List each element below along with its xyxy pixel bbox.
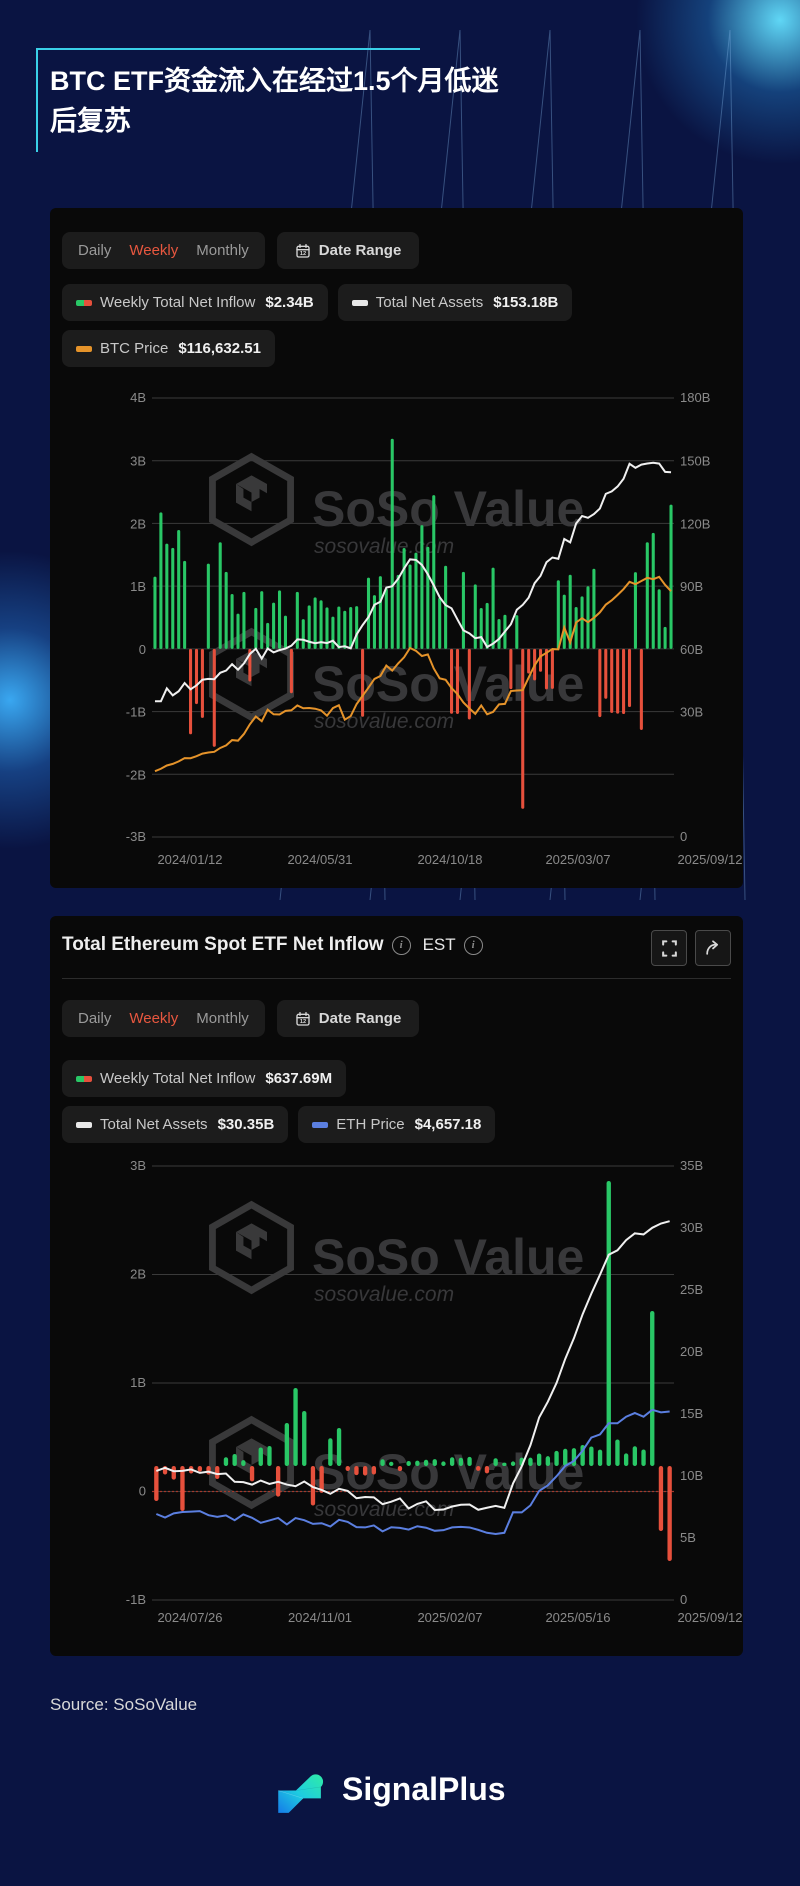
svg-text:3B: 3B (130, 454, 146, 469)
svg-text:35B: 35B (680, 1158, 703, 1173)
svg-text:2025/03/07: 2025/03/07 (545, 852, 610, 867)
svg-text:25B: 25B (680, 1282, 703, 1297)
svg-text:2024/10/18: 2024/10/18 (417, 852, 482, 867)
svg-text:sosovalue.com: sosovalue.com (314, 710, 454, 733)
svg-text:2024/07/26: 2024/07/26 (157, 1610, 222, 1625)
svg-text:-1B: -1B (126, 705, 146, 720)
svg-text:0: 0 (680, 829, 687, 844)
svg-text:10B: 10B (680, 1468, 703, 1483)
svg-text:0: 0 (139, 642, 146, 657)
svg-text:2025/02/07: 2025/02/07 (417, 1610, 482, 1625)
svg-text:60B: 60B (680, 642, 703, 657)
svg-text:-3B: -3B (126, 829, 146, 844)
svg-text:12: 12 (300, 251, 306, 257)
svg-text:5B: 5B (680, 1530, 696, 1545)
svg-text:90B: 90B (680, 579, 703, 594)
svg-text:12: 12 (300, 1019, 306, 1025)
svg-text:2B: 2B (130, 516, 146, 531)
svg-text:4B: 4B (130, 390, 146, 405)
svg-text:2025/09/12: 2025/09/12 (677, 1610, 742, 1625)
svg-text:2025/09/12: 2025/09/12 (677, 852, 742, 867)
svg-text:0: 0 (680, 1592, 687, 1607)
svg-text:2024/11/01: 2024/11/01 (288, 1610, 352, 1625)
svg-text:-2B: -2B (126, 767, 146, 782)
svg-text:2024/05/31: 2024/05/31 (287, 852, 352, 867)
svg-text:1B: 1B (130, 579, 146, 594)
svg-text:SoSo Value: SoSo Value (312, 481, 584, 537)
svg-text:-1B: -1B (126, 1592, 146, 1607)
svg-text:15B: 15B (680, 1406, 703, 1421)
svg-text:sosovalue.com: sosovalue.com (314, 1283, 454, 1306)
svg-text:20B: 20B (680, 1344, 703, 1359)
svg-text:2025/05/16: 2025/05/16 (545, 1610, 610, 1625)
svg-text:2B: 2B (130, 1267, 146, 1282)
svg-text:30B: 30B (680, 705, 703, 720)
svg-text:180B: 180B (680, 390, 710, 405)
svg-text:120B: 120B (680, 516, 710, 531)
svg-text:1B: 1B (130, 1375, 146, 1390)
svg-text:30B: 30B (680, 1220, 703, 1235)
svg-text:3B: 3B (130, 1158, 146, 1173)
svg-text:SoSo Value: SoSo Value (312, 1229, 584, 1285)
svg-text:0: 0 (139, 1484, 146, 1499)
svg-text:2024/01/12: 2024/01/12 (157, 852, 222, 867)
svg-text:150B: 150B (680, 454, 710, 469)
